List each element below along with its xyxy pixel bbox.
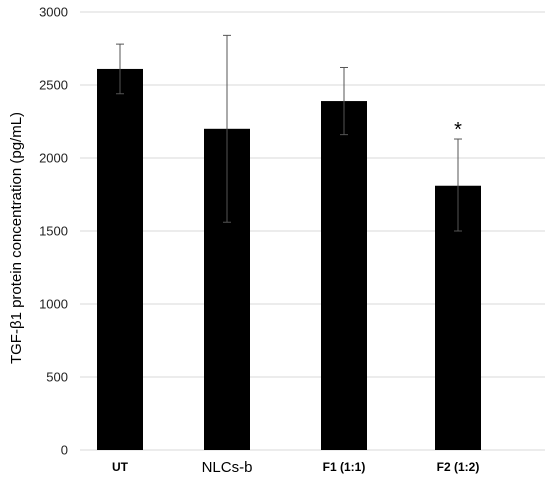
y-tick-label: 1000 [39,297,68,312]
x-category-label: F1 (1:1) [323,460,366,474]
significance-marker: * [454,119,462,141]
y-tick-label: 2000 [39,151,68,166]
y-tick-label: 3000 [39,5,68,20]
x-category-label: NLCs-b [202,459,253,476]
annotations: * [454,119,462,141]
x-axis-categories: UT NLCs-b F1 (1:1) F2 (1:2) [112,459,479,476]
y-tick-label: 1500 [39,224,68,239]
y-tick-label: 2500 [39,78,68,93]
y-axis-label: TGF-β1 protein concentration (pg/mL) [8,112,25,364]
x-category-label: F2 (1:2) [437,460,480,474]
error-bar [340,66,348,136]
y-tick-label: 500 [46,370,68,385]
gridlines [80,11,545,451]
bars [97,68,481,451]
y-tick-label: 0 [61,443,68,458]
error-bar [116,43,124,95]
error-bar [223,34,231,223]
bar [321,101,367,450]
y-axis-ticks: 0 500 1000 1500 2000 2500 3000 [39,5,68,458]
x-category-label: UT [112,460,129,474]
error-bars [116,34,462,232]
error-bar [454,138,462,232]
bar [97,68,143,450]
